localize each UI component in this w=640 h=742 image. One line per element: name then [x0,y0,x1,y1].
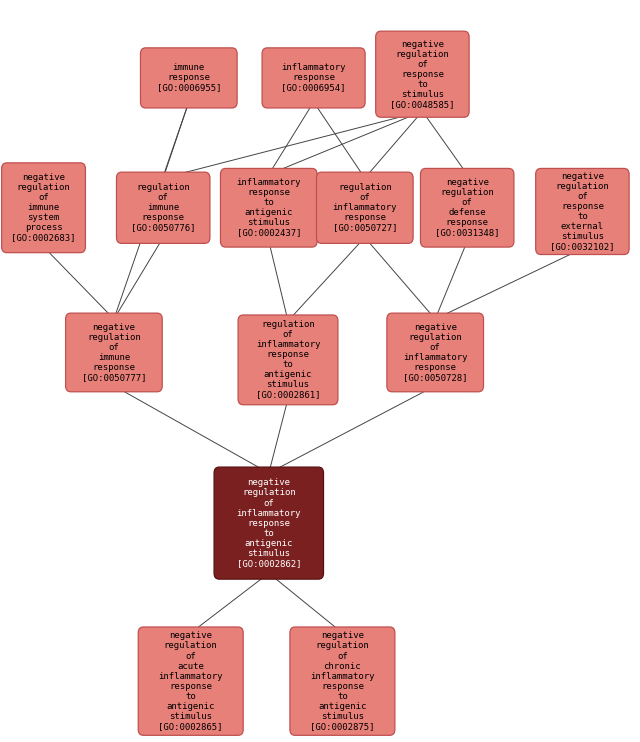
Text: negative
regulation
of
acute
inflammatory
response
to
antigenic
stimulus
[GO:000: negative regulation of acute inflammator… [159,631,223,731]
FancyBboxPatch shape [238,315,338,404]
Text: regulation
of
immune
response
[GO:0050776]: regulation of immune response [GO:005077… [131,183,195,232]
Text: inflammatory
response
to
antigenic
stimulus
[GO:0002437]: inflammatory response to antigenic stimu… [237,178,301,237]
Text: negative
regulation
of
response
to
external
stimulus
[GO:0032102]: negative regulation of response to exter… [550,172,614,251]
Text: negative
regulation
of
chronic
inflammatory
response
to
antigenic
stimulus
[GO:0: negative regulation of chronic inflammat… [310,631,374,731]
FancyBboxPatch shape [387,313,484,392]
FancyBboxPatch shape [536,168,629,255]
Text: negative
regulation
of
defense
response
[GO:0031348]: negative regulation of defense response … [435,178,499,237]
FancyBboxPatch shape [220,168,317,247]
Text: regulation
of
inflammatory
response
[GO:0050727]: regulation of inflammatory response [GO:… [333,183,397,232]
Text: inflammatory
response
[GO:0006954]: inflammatory response [GO:0006954] [282,63,346,93]
FancyBboxPatch shape [65,313,163,392]
FancyBboxPatch shape [290,627,395,735]
Text: negative
regulation
of
immune
response
[GO:0050777]: negative regulation of immune response [… [82,323,146,382]
FancyBboxPatch shape [316,172,413,243]
FancyBboxPatch shape [420,168,514,247]
FancyBboxPatch shape [214,467,323,579]
FancyBboxPatch shape [262,47,365,108]
FancyBboxPatch shape [138,627,243,735]
Text: negative
regulation
of
inflammatory
response
to
antigenic
stimulus
[GO:0002862]: negative regulation of inflammatory resp… [237,479,301,568]
FancyBboxPatch shape [141,47,237,108]
FancyBboxPatch shape [2,163,86,252]
FancyBboxPatch shape [116,172,210,243]
Text: negative
regulation
of
response
to
stimulus
[GO:0048585]: negative regulation of response to stimu… [390,39,454,109]
Text: regulation
of
inflammatory
response
to
antigenic
stimulus
[GO:0002861]: regulation of inflammatory response to a… [256,321,320,399]
Text: immune
response
[GO:0006955]: immune response [GO:0006955] [157,63,221,93]
Text: negative
regulation
of
inflammatory
response
[GO:0050728]: negative regulation of inflammatory resp… [403,323,467,382]
FancyBboxPatch shape [376,31,469,117]
Text: negative
regulation
of
immune
system
process
[GO:0002683]: negative regulation of immune system pro… [12,173,76,243]
